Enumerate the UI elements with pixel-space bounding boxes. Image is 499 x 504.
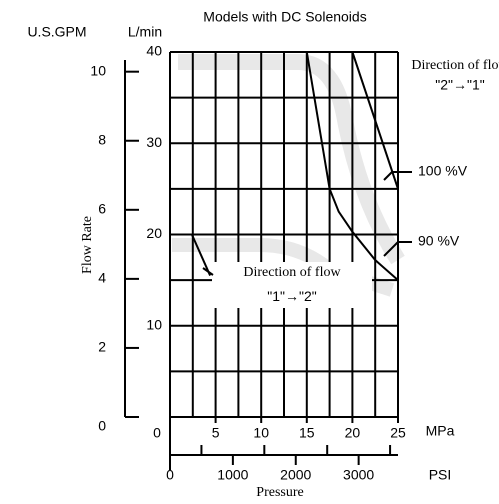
x2-tick-label: 0 <box>166 467 174 483</box>
x-tick-label: 10 <box>253 425 269 441</box>
series-label: 100 %V <box>418 163 468 179</box>
annotation: Direction of flow <box>411 58 499 73</box>
x2-tick-label: 2000 <box>280 467 311 483</box>
x2-tick-label: 3000 <box>343 467 374 483</box>
leader-line <box>202 267 214 276</box>
y2-tick-label: 6 <box>98 201 106 217</box>
x2-unit: PSI <box>429 467 452 483</box>
y-tick-label: 30 <box>146 134 162 150</box>
label-box <box>212 262 372 308</box>
chart-title: Models with DC Solenoids <box>203 9 366 25</box>
x-label: Pressure <box>256 485 303 500</box>
series-label: 90 %V <box>418 233 460 249</box>
series-line <box>305 51 399 281</box>
x2-tick-label: 1000 <box>217 467 248 483</box>
y-unit: L/min <box>128 24 162 40</box>
x-tick-label: 20 <box>345 425 361 441</box>
y2-unit: U.S.GPM <box>27 24 86 40</box>
leader-line <box>383 241 399 257</box>
y2-tick-label: 0 <box>98 418 106 434</box>
y2-tick-label: 2 <box>98 339 106 355</box>
x-tick-label: 5 <box>212 425 220 441</box>
y-tick-label: 10 <box>146 316 162 332</box>
y-tick-label: 20 <box>146 225 162 241</box>
x-tick-label: 25 <box>390 425 406 441</box>
series-line <box>351 51 399 190</box>
region-band <box>178 54 405 265</box>
y-tick-label: 40 <box>146 43 162 59</box>
y-label: Flow Rate <box>80 216 95 274</box>
x-unit: MPa <box>426 423 455 439</box>
series-line <box>190 234 212 276</box>
y2-tick-label: 8 <box>98 131 106 147</box>
annotation: "2"→"1" <box>435 77 484 93</box>
x-tick-label: 15 <box>299 425 315 441</box>
leader-line <box>383 171 393 181</box>
y2-tick-label: 4 <box>98 270 106 286</box>
series-label: Direction of flow "1"→"2" <box>243 265 341 303</box>
x-tick-label: 0 <box>153 425 161 441</box>
y2-tick-label: 10 <box>90 62 106 78</box>
